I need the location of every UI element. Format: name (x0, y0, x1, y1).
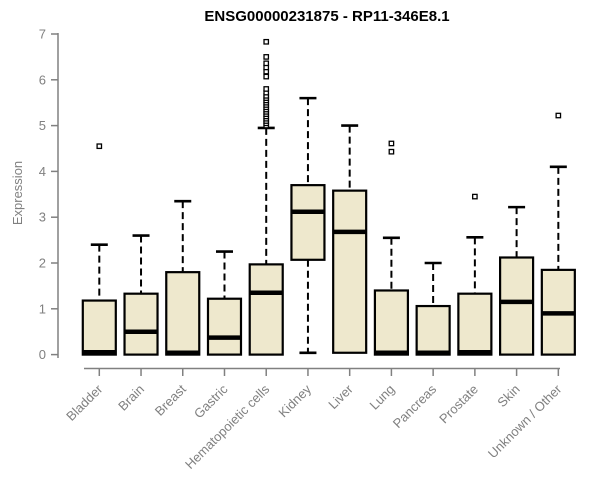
outlier-point (388, 148, 395, 155)
outlier-point (388, 140, 395, 147)
iqr-box (165, 271, 201, 356)
x-tick-label: Kidney (275, 381, 314, 420)
iqr-box (499, 256, 535, 356)
box-bladder (81, 143, 117, 356)
iqr-box (373, 289, 410, 356)
outlier-point (96, 143, 103, 150)
box-hematopoietic-cells (248, 38, 284, 356)
y-tick-label: 2 (39, 256, 46, 271)
box-lung (373, 140, 410, 356)
x-tick-label: Skin (494, 382, 522, 410)
y-axis-label: Expression (10, 161, 25, 225)
y-tick-label: 4 (39, 164, 46, 179)
box-unknown-other (540, 112, 576, 356)
x-tick-label: Pancreas (390, 381, 440, 431)
box-breast (165, 199, 201, 356)
iqr-box (457, 292, 493, 356)
x-tick-label: Prostate (436, 382, 481, 427)
iqr-box (248, 263, 284, 356)
x-tick-label: Liver (325, 381, 356, 412)
iqr-box (290, 184, 326, 261)
box-skin (499, 205, 535, 356)
y-tick-label: 6 (39, 72, 46, 87)
iqr-box (81, 299, 117, 356)
iqr-box (206, 297, 243, 356)
y-tick-label: 5 (39, 118, 46, 133)
outlier-point (472, 193, 478, 200)
box-pancreas (415, 261, 451, 356)
outlier-point (263, 38, 270, 45)
x-tick-label: Breast (152, 381, 189, 418)
iqr-box (332, 189, 368, 354)
outlier-point (263, 60, 270, 67)
iqr-box (415, 304, 451, 356)
outlier-point (263, 86, 270, 92)
y-tick-label: 3 (39, 210, 46, 225)
box-brain (123, 234, 159, 356)
x-tick-label: Lung (366, 382, 397, 413)
box-series (81, 38, 576, 356)
outlier-point (555, 112, 562, 119)
y-tick-label: 1 (39, 301, 46, 316)
box-gastric (206, 250, 243, 356)
x-tick-label: Bladder (63, 381, 106, 424)
x-tick-label: Brain (115, 382, 147, 414)
y-tick-label: 0 (39, 347, 46, 362)
x-tick-label: Gastric (191, 381, 231, 421)
outlier-point (263, 73, 270, 80)
x-tick-label: Unknown / Other (485, 381, 565, 461)
outlier-point (263, 54, 270, 60)
box-kidney (290, 96, 326, 355)
box-liver (332, 124, 368, 354)
iqr-box (123, 292, 159, 356)
y-tick-label: 7 (39, 27, 46, 42)
box-prostate (457, 193, 493, 356)
chart-title: ENSG00000231875 - RP11-346E8.1 (204, 8, 449, 25)
